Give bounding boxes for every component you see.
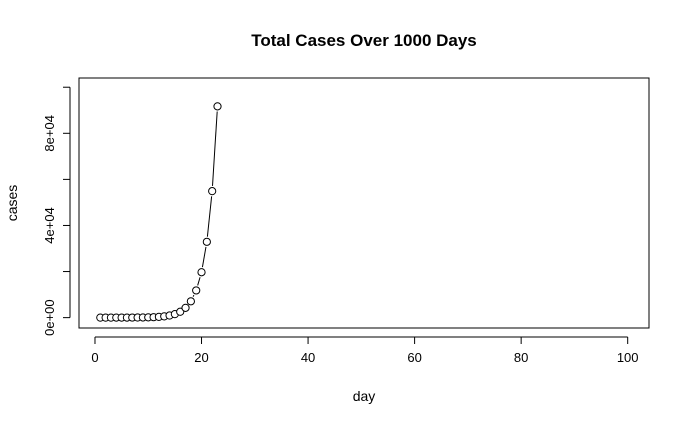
data-point [202,237,211,246]
data-point [186,297,195,306]
x-tick-label: 0 [91,350,98,365]
series-segment [212,111,218,186]
plot-frame [78,77,650,329]
chart-title: Total Cases Over 1000 Days [251,31,477,50]
x-axis: 0 20 40 60 80 100 [91,336,639,365]
y-tick-label: 0e+00 [42,299,57,336]
y-tick-label: 4e+04 [42,207,57,244]
series-segment [197,277,201,286]
x-tick-label: 60 [407,350,421,365]
data-point [197,268,206,277]
series-segment [192,294,195,297]
data-point [208,187,217,196]
series-segment [201,246,207,268]
x-tick-label: 40 [301,350,315,365]
y-axis: 0e+00 4e+04 8e+04 [42,86,71,336]
y-axis-label: cases [4,185,20,222]
data-point [176,307,185,316]
plot-area: 0 20 40 60 80 100 0e+00 4e+04 8e+04 [42,77,650,365]
data-point [181,303,190,312]
y-tick-label: 8e+04 [42,115,57,152]
data-point [192,286,201,295]
x-tick-label: 100 [617,350,639,365]
data-point [213,102,222,111]
x-tick-label: 80 [514,350,528,365]
series-layer [96,102,222,322]
x-tick-label: 20 [194,350,208,365]
series-segment [206,196,213,237]
x-axis-label: day [353,388,376,404]
